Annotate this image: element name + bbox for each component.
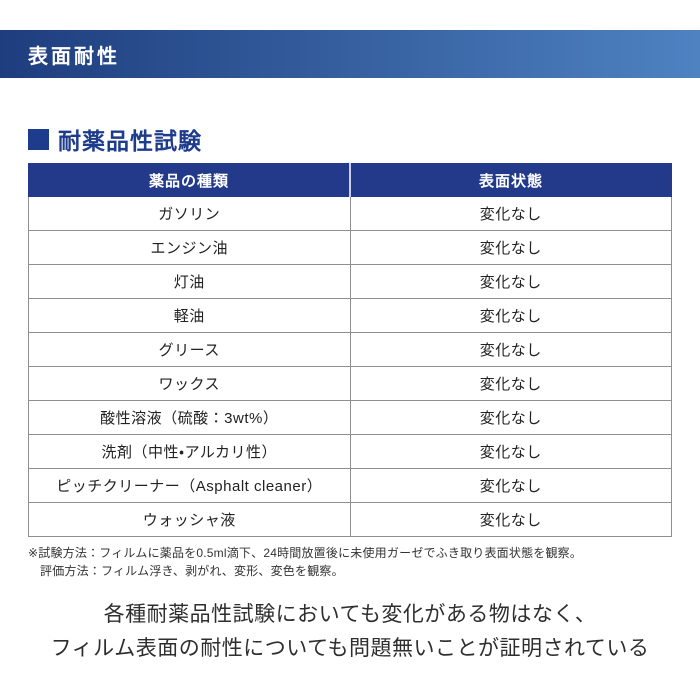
table-row: 洗剤（中性・アルカリ性） 変化なし: [28, 434, 672, 469]
table-header-row: 薬品の種類 表面状態: [28, 163, 672, 197]
surface-state-cell: 変化なし: [349, 502, 672, 537]
surface-state-cell: 変化なし: [349, 400, 672, 435]
page-title: 表面耐性: [28, 45, 120, 68]
table-row: 酸性溶液（硫酸：3wt%） 変化なし: [28, 400, 672, 435]
column-header-surface-state: 表面状態: [349, 163, 672, 197]
surface-state-cell: 変化なし: [349, 366, 672, 401]
surface-state-cell: 変化なし: [349, 230, 672, 265]
square-bullet-icon: [28, 128, 49, 150]
chemical-name-cell: 洗剤（中性・アルカリ性）: [28, 434, 351, 469]
chemical-name-cell: ピッチクリーナー（Asphalt cleaner）: [28, 468, 351, 503]
chemical-resistance-table: 薬品の種類 表面状態 ガソリン 変化なし エンジン油 変化なし 灯油 変化なし …: [28, 163, 672, 537]
surface-state-cell: 変化なし: [349, 298, 672, 333]
chemical-name-cell: エンジン油: [28, 230, 351, 265]
chemical-name-cell: 灯油: [28, 264, 351, 299]
table-row: エンジン油 変化なし: [28, 230, 672, 265]
page-header-banner: 表面耐性: [0, 30, 700, 78]
surface-state-cell: 変化なし: [349, 468, 672, 503]
footnote-evaluation-method: 評価方法：フィルム浮き、剥がれ、変形、変色を観察。: [40, 564, 344, 578]
table-row: ウォッシャ液 変化なし: [28, 502, 672, 537]
table-row: ワックス 変化なし: [28, 366, 672, 401]
footnote-test-method: ※試験方法：フィルムに薬品を0.5ml滴下、24時間放置後に未使用ガーゼでふき取…: [28, 546, 583, 560]
column-header-chemical-type: 薬品の種類: [28, 163, 351, 197]
surface-state-cell: 変化なし: [349, 332, 672, 367]
surface-state-cell: 変化なし: [349, 196, 672, 231]
conclusion-text: 各種耐薬品性試験においても変化がある物はなく、 フィルム表面の耐性についても問題…: [0, 598, 700, 665]
conclusion-line-1: 各種耐薬品性試験においても変化がある物はなく、: [103, 603, 597, 626]
chemical-name-cell: 軽油: [28, 298, 351, 333]
chemical-name-cell: グリース: [28, 332, 351, 367]
table-row: ピッチクリーナー（Asphalt cleaner） 変化なし: [28, 468, 672, 503]
table-row: 軽油 変化なし: [28, 298, 672, 333]
chemical-name-cell: ガソリン: [28, 196, 351, 231]
section-title: 耐薬品性試験: [28, 122, 202, 156]
table-row: グリース 変化なし: [28, 332, 672, 367]
chemical-name-cell: ワックス: [28, 366, 351, 401]
surface-state-cell: 変化なし: [349, 434, 672, 469]
table-row: ガソリン 変化なし: [28, 196, 672, 231]
table-row: 灯油 変化なし: [28, 264, 672, 299]
surface-state-cell: 変化なし: [349, 264, 672, 299]
chemical-name-cell: 酸性溶液（硫酸：3wt%）: [28, 400, 351, 435]
conclusion-line-2: フィルム表面の耐性についても問題無いことが証明されている: [50, 636, 650, 660]
footnote: ※試験方法：フィルムに薬品を0.5ml滴下、24時間放置後に未使用ガーゼでふき取…: [28, 544, 582, 580]
section-title-text: 耐薬品性試験: [58, 128, 202, 154]
chemical-name-cell: ウォッシャ液: [28, 502, 351, 537]
